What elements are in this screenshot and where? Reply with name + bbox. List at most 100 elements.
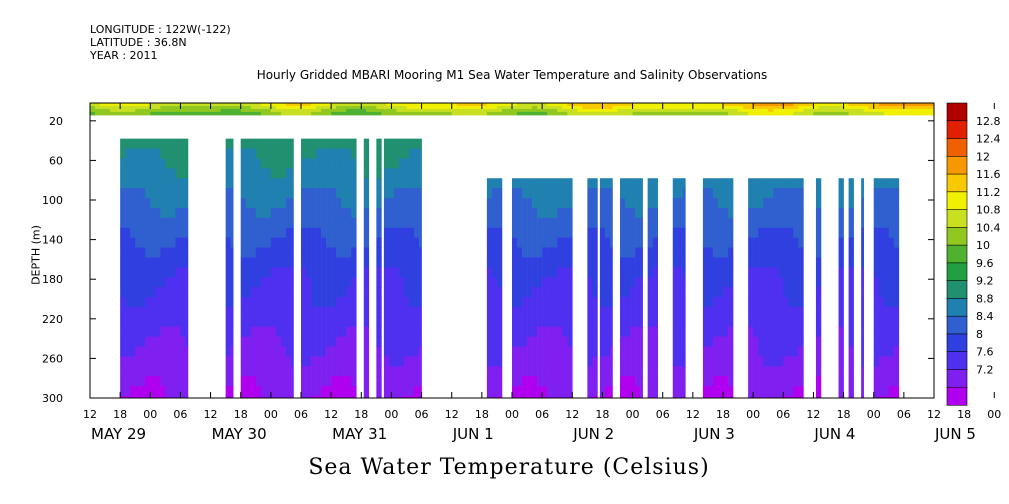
heatmap-cell bbox=[858, 105, 865, 110]
heatmap-cell bbox=[517, 297, 523, 308]
heatmap-cell bbox=[537, 207, 543, 219]
heatmap-cell bbox=[290, 188, 294, 199]
heatmap-cell bbox=[140, 396, 146, 398]
heatmap-cell bbox=[306, 277, 312, 288]
heatmap-cell bbox=[512, 178, 518, 189]
heatmap-cell bbox=[712, 207, 719, 219]
heatmap-cell bbox=[145, 336, 151, 348]
heatmap-cell bbox=[758, 237, 764, 249]
heatmap-cell bbox=[552, 267, 558, 278]
heatmap-cell bbox=[652, 227, 658, 239]
heatmap-cell bbox=[336, 247, 342, 258]
heatmap-cell bbox=[815, 326, 822, 338]
heatmap-cell bbox=[723, 306, 729, 318]
heatmap-cell bbox=[140, 188, 146, 199]
heatmap-cell bbox=[609, 386, 613, 397]
heatmap-cell bbox=[532, 188, 538, 199]
heatmap-cell bbox=[753, 108, 759, 113]
heatmap-cell bbox=[793, 316, 799, 328]
heatmap-cell bbox=[768, 267, 774, 278]
heatmap-cell bbox=[632, 108, 639, 113]
heatmap-cell bbox=[245, 188, 252, 199]
heatmap-cell bbox=[476, 111, 483, 116]
heatmap-cell bbox=[547, 316, 553, 328]
heatmap-cell bbox=[290, 316, 294, 328]
heatmap-cell bbox=[265, 111, 272, 116]
heatmap-cell bbox=[301, 207, 307, 219]
heatmap-cell bbox=[861, 277, 864, 288]
heatmap-cell bbox=[640, 237, 643, 249]
heatmap-cell bbox=[873, 306, 880, 318]
heatmap-cell bbox=[918, 111, 925, 116]
heatmap-cell bbox=[625, 267, 631, 278]
heatmap-cell bbox=[813, 111, 819, 116]
heatmap-cell bbox=[717, 366, 724, 377]
colorbar-label: 10.4 bbox=[976, 221, 1001, 234]
heatmap-cell bbox=[635, 198, 641, 209]
x-tick-label: 06 bbox=[776, 408, 790, 421]
heatmap-cell bbox=[175, 267, 181, 278]
heatmap-cell bbox=[331, 336, 337, 348]
heatmap-cell bbox=[697, 103, 704, 107]
heatmap-cell bbox=[717, 105, 724, 110]
heatmap-cell bbox=[398, 277, 405, 288]
heatmap-cell bbox=[808, 105, 814, 110]
heatmap-cell bbox=[326, 198, 332, 209]
heatmap-cell bbox=[652, 336, 658, 348]
heatmap-cell bbox=[512, 227, 518, 239]
heatmap-cell bbox=[185, 396, 189, 398]
heatmap-cell bbox=[285, 105, 292, 110]
heatmap-cell bbox=[185, 287, 189, 298]
heatmap-cell bbox=[414, 168, 420, 179]
heatmap-cell bbox=[336, 346, 342, 357]
heatmap-cell bbox=[265, 277, 272, 288]
heatmap-cell bbox=[230, 108, 237, 113]
heatmap-cell bbox=[838, 326, 844, 338]
heatmap-cell bbox=[316, 247, 322, 258]
heatmap-cell bbox=[712, 386, 719, 397]
heatmap-cell bbox=[738, 103, 744, 107]
heatmap-cell bbox=[240, 178, 247, 189]
heatmap-cell bbox=[255, 257, 262, 268]
heatmap-cell bbox=[170, 227, 176, 239]
heatmap-cell bbox=[383, 366, 390, 377]
heatmap-cell bbox=[155, 158, 161, 169]
heatmap-cell bbox=[491, 108, 498, 113]
heatmap-cell bbox=[707, 217, 714, 229]
heatmap-cell bbox=[763, 306, 769, 318]
heatmap-cell bbox=[336, 326, 342, 338]
heatmap-cell bbox=[687, 111, 694, 116]
heatmap-cell bbox=[878, 105, 885, 110]
heatmap-cell bbox=[376, 326, 382, 338]
heatmap-cell bbox=[331, 108, 337, 113]
heatmap-cell bbox=[431, 103, 438, 107]
heatmap-cell bbox=[783, 366, 789, 377]
heatmap-cell bbox=[562, 267, 568, 278]
heatmap-cell bbox=[496, 108, 503, 113]
heatmap-cell bbox=[512, 396, 518, 398]
heatmap-cell bbox=[346, 108, 352, 113]
heatmap-cell bbox=[135, 103, 141, 107]
heatmap-cell bbox=[301, 178, 307, 189]
heatmap-cell bbox=[321, 277, 327, 288]
heatmap-cell bbox=[838, 217, 844, 229]
heatmap-cell bbox=[393, 237, 400, 249]
heatmap-cell bbox=[95, 105, 101, 110]
heatmap-cell bbox=[793, 237, 799, 249]
heatmap-cell bbox=[547, 103, 553, 107]
heatmap-cell bbox=[793, 287, 799, 298]
heatmap-cell bbox=[316, 277, 322, 288]
heatmap-cell bbox=[185, 257, 189, 268]
heatmap-cell bbox=[376, 376, 382, 387]
heatmap-cell bbox=[883, 386, 890, 397]
heatmap-cell bbox=[398, 336, 405, 348]
heatmap-cell bbox=[403, 326, 410, 338]
heatmap-cell bbox=[532, 326, 538, 338]
heatmap-cell bbox=[753, 346, 759, 357]
heatmap-cell bbox=[768, 111, 774, 116]
heatmap-cell bbox=[642, 105, 649, 110]
heatmap-cell bbox=[225, 111, 232, 116]
heatmap-cell bbox=[702, 316, 709, 328]
heatmap-cell bbox=[175, 376, 181, 387]
heatmap-cell bbox=[677, 108, 684, 113]
